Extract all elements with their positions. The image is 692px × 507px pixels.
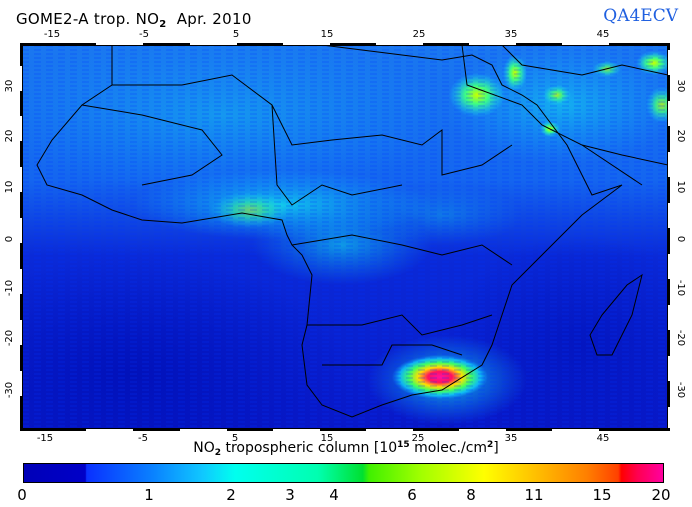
scalebar-top <box>20 43 670 46</box>
scalebar-bottom-seg <box>459 429 506 431</box>
label-mid: tropospheric column [10 <box>221 440 398 456</box>
scalebar-left-seg <box>20 269 22 294</box>
scalebar-right-seg <box>668 101 670 126</box>
label-prefix: NO <box>193 440 215 456</box>
scalebar-bottom-seg <box>273 429 320 431</box>
scalebar-right-seg <box>668 356 670 381</box>
colorbar-tick: 6 <box>407 486 417 504</box>
scalebar-top-seg <box>96 43 143 45</box>
scalebar-left-seg <box>20 66 22 91</box>
scalebar-top-seg <box>283 43 330 45</box>
left-lat-tick: 10 <box>4 180 15 194</box>
scalebar-right-seg <box>668 152 670 177</box>
left-lat-tick: -30 <box>4 381 15 399</box>
right-lat-tick: -10 <box>675 279 686 297</box>
bottom-lon-tick: 45 <box>596 433 610 444</box>
colorbar-tick: 1 <box>144 486 154 504</box>
scalebar-right-seg <box>668 50 670 75</box>
scalebar-bottom-seg <box>180 429 227 431</box>
colorbar <box>23 463 664 483</box>
title-period: Apr. 2010 <box>176 10 252 28</box>
scalebar-right <box>667 43 670 431</box>
top-lon-tick: -5 <box>139 29 149 40</box>
left-lat-tick: 30 <box>4 79 15 93</box>
top-lon-tick: -15 <box>43 29 61 40</box>
label-close: ] <box>493 440 499 456</box>
right-lat-tick: 10 <box>675 180 686 194</box>
map-title: GOME2-A trop. NO2 Apr. 2010 <box>16 10 252 30</box>
colorbar-tick: 15 <box>592 486 612 504</box>
title-subscript: 2 <box>159 19 167 30</box>
title-instrument: GOME2-A trop. NO <box>16 10 160 28</box>
right-lat-tick: -20 <box>675 329 686 347</box>
scalebar-top-seg <box>376 43 423 45</box>
colorbar-tick: 20 <box>651 486 671 504</box>
colorbar-tick: 0 <box>17 486 27 504</box>
scalebar-right-seg <box>668 203 670 228</box>
colorbar-tick: 2 <box>226 486 236 504</box>
label-sub: 2 <box>214 448 221 458</box>
scalebar-bottom-seg <box>366 429 413 431</box>
scalebar-top-seg <box>562 43 609 45</box>
scalebar-left-seg <box>20 371 22 396</box>
colorbar-tick: 3 <box>285 486 295 504</box>
scalebar-left-seg <box>20 116 22 141</box>
label-sup: 15 <box>397 440 410 450</box>
top-lon-tick: 35 <box>504 29 518 40</box>
label-end: molec./cm <box>409 440 488 456</box>
brand-label: QA4ECV <box>603 6 678 26</box>
scalebar-right-seg <box>668 254 670 279</box>
label-sup2: 2 <box>487 440 494 450</box>
colorbar-label: NO2 tropospheric column [1015 molec./cm2… <box>0 440 692 458</box>
scalebar-right-seg <box>668 305 670 330</box>
scalebar-bottom-seg <box>552 429 599 431</box>
left-lat-tick: 0 <box>4 235 15 243</box>
left-lat-tick: -10 <box>4 279 15 297</box>
colorbar-tick: 11 <box>524 486 544 504</box>
top-lon-tick: 15 <box>320 29 334 40</box>
right-lat-tick: -30 <box>675 381 686 399</box>
right-lat-tick: 20 <box>675 129 686 143</box>
bottom-lon-tick: -5 <box>138 433 148 444</box>
colorbar-tick: 4 <box>329 486 339 504</box>
scalebar-left-seg <box>20 218 22 243</box>
scalebar-left-seg <box>20 320 22 345</box>
right-lat-tick: 0 <box>675 235 686 243</box>
scalebar-bottom <box>20 428 670 431</box>
bottom-lon-tick: 35 <box>504 433 518 444</box>
left-lat-tick: -20 <box>4 329 15 347</box>
left-lat-tick: 20 <box>4 129 15 143</box>
bottom-lon-tick: -15 <box>36 433 54 444</box>
scalebar-top-seg <box>469 43 516 45</box>
top-lon-tick: 45 <box>596 29 610 40</box>
no2-map-plot <box>20 43 670 431</box>
scalebar-left-seg <box>20 167 22 192</box>
bottom-lon-tick: 15 <box>320 433 334 444</box>
scalebar-top-seg <box>190 43 237 45</box>
bottom-lon-tick: 25 <box>411 433 425 444</box>
scalebar-bottom-seg <box>86 429 133 431</box>
top-lon-tick: 5 <box>232 29 240 40</box>
colorbar-tick: 8 <box>466 486 476 504</box>
top-lon-tick: 25 <box>412 29 426 40</box>
scalebar-right-seg <box>668 407 670 428</box>
bottom-lon-tick: 5 <box>231 433 239 444</box>
right-lat-tick: 30 <box>675 79 686 93</box>
